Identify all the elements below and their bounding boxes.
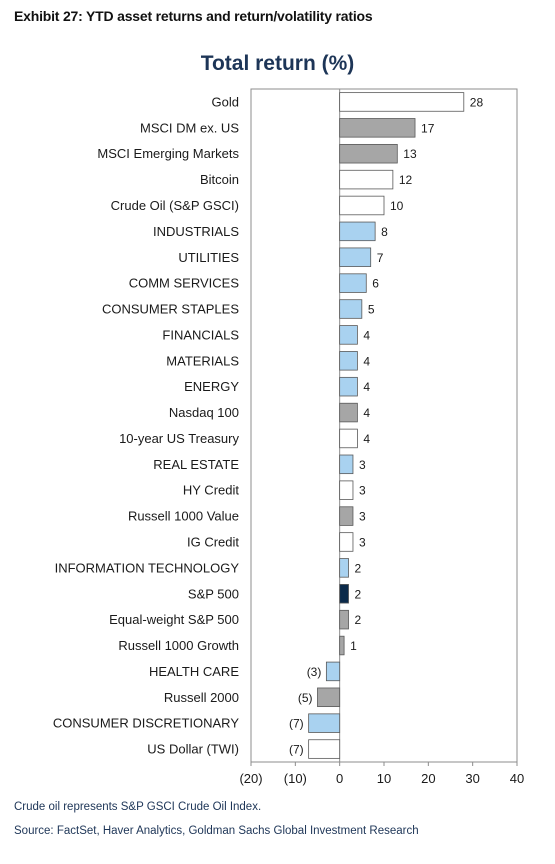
value-label: 3 [359,510,366,524]
category-label: Russell 2000 [164,690,239,705]
category-label: INFORMATION TECHNOLOGY [55,560,240,575]
category-label: HY Credit [183,483,240,498]
value-label: 8 [381,225,388,239]
bar [339,195,385,216]
bar [308,713,341,733]
bar [308,739,341,759]
category-label: S&P 500 [188,586,239,601]
bar [339,273,367,293]
x-tick-label: (20) [239,771,262,786]
bar [317,687,341,708]
value-label: 17 [421,121,435,135]
value-label: 2 [355,587,362,601]
bar [339,532,354,552]
source-note: Source: FactSet, Haver Analytics, Goldma… [14,825,419,837]
category-label: Nasdaq 100 [169,405,239,420]
category-label: INDUSTRIALS [153,224,239,239]
value-label: (3) [307,665,322,679]
value-label: 4 [363,406,370,420]
bar [339,118,416,138]
value-label: 3 [359,458,366,472]
category-label: MSCI DM ex. US [140,120,239,135]
footnote: Crude oil represents S&P GSCI Crude Oil … [14,801,262,813]
x-tick-label: 20 [421,771,435,786]
category-label: FINANCIALS [162,327,239,342]
category-label: ENERGY [184,379,239,394]
bar [339,299,363,319]
category-label: CONSUMER DISCRETIONARY [53,716,239,731]
bar [339,169,394,190]
x-tick-label: 30 [465,771,479,786]
value-label: 28 [470,95,484,109]
bar [339,376,358,397]
bar [339,480,354,500]
bar [339,92,465,112]
category-label: COMM SERVICES [129,276,240,291]
category-label: Bitcoin [200,172,239,187]
x-tick-label: 0 [336,771,343,786]
value-label: 2 [355,613,362,627]
value-label: (5) [298,691,313,705]
value-label: 4 [363,380,370,394]
value-label: 4 [363,328,370,342]
value-label: 10 [390,199,404,213]
value-label: 7 [377,251,384,265]
category-label: HEALTH CARE [149,664,239,679]
value-label: 3 [359,535,366,549]
chart-title: Total return (%) [200,52,355,75]
exhibit-title: Exhibit 27: YTD asset returns and return… [14,8,373,24]
category-label: Gold [212,94,239,109]
category-label: 10-year US Treasury [119,431,239,446]
value-label: 5 [368,303,375,317]
bar [339,402,358,423]
category-label: UTILITIES [178,250,239,265]
category-label: US Dollar (TWI) [147,742,239,757]
bar [339,506,354,526]
x-tick-label: 40 [510,771,524,786]
category-label: Crude Oil (S&P GSCI) [111,198,239,213]
bar [339,221,376,242]
category-label: Russell 1000 Value [128,509,239,524]
bar [325,661,341,682]
value-label: 13 [403,147,417,161]
category-label: REAL ESTATE [153,457,239,472]
bar [339,143,398,164]
bar [339,558,349,578]
category-label: MSCI Emerging Markets [97,146,239,161]
value-label: 3 [359,484,366,498]
value-label: 1 [350,639,357,653]
value-label: 4 [363,432,370,446]
category-label: MATERIALS [166,353,239,368]
value-label: 6 [372,277,379,291]
bar [339,635,345,656]
category-label: Equal-weight S&P 500 [109,612,239,627]
plot-frame [250,88,518,763]
category-label: Russell 1000 Growth [118,638,239,653]
bar [339,454,354,475]
category-label: CONSUMER STAPLES [102,302,239,317]
value-label: (7) [289,743,304,757]
category-label: IG Credit [187,534,239,549]
bar [339,428,358,449]
value-label: 12 [399,173,413,187]
bar [339,351,358,371]
bar [339,584,349,604]
value-label: 4 [363,354,370,368]
value-label: 2 [355,561,362,575]
x-tick-label: 10 [377,771,391,786]
bar [339,325,358,345]
x-tick-label: (10) [284,771,307,786]
value-label: (7) [289,717,304,731]
bar [339,247,372,267]
bar [339,609,349,630]
